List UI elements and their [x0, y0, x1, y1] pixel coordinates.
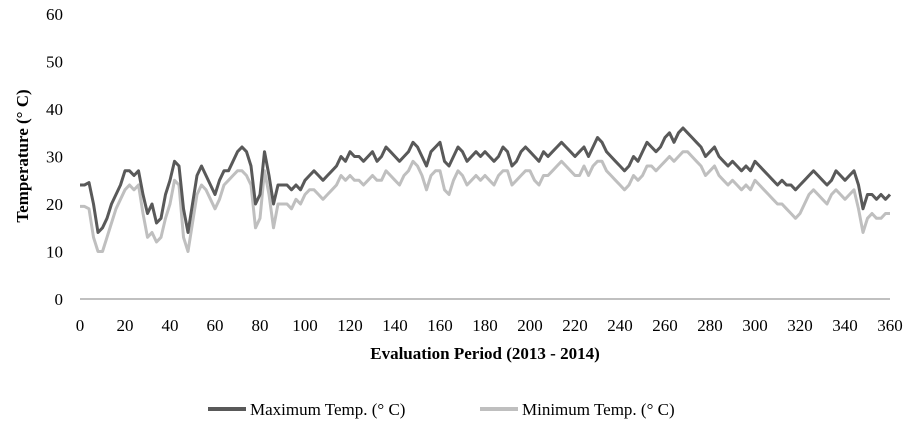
y-axis-title: Temperature (° C): [13, 89, 32, 222]
x-tick-label: 360: [877, 316, 903, 335]
y-tick-label: 30: [46, 148, 63, 167]
series-line-min-temp: [80, 150, 890, 253]
y-tick-label: 10: [46, 243, 63, 262]
x-tick-label: 280: [697, 316, 723, 335]
series-lines: [80, 126, 892, 253]
x-tick-label: 0: [76, 316, 85, 335]
x-tick-label: 100: [292, 316, 318, 335]
legend: Maximum Temp. (° C) Minimum Temp. (° C): [208, 400, 675, 419]
x-tick-label: 20: [117, 316, 134, 335]
x-tick-label: 80: [252, 316, 269, 335]
x-tick-label: 180: [472, 316, 498, 335]
legend-label-max-temp: Maximum Temp. (° C): [250, 400, 405, 419]
x-tick-label: 340: [832, 316, 858, 335]
x-tick-label: 200: [517, 316, 543, 335]
y-tick-label: 20: [46, 195, 63, 214]
x-axis-title: Evaluation Period (2013 - 2014): [370, 344, 600, 363]
x-axis-ticks: 0 20 40 60 80 100 120 140 160 180 200 220 240 260 280 3…: [76, 316, 903, 335]
x-tick-label: 240: [607, 316, 633, 335]
y-tick-label: 0: [55, 290, 64, 309]
series-line-max-temp: [80, 126, 892, 234]
y-tick-label: 40: [46, 100, 63, 119]
x-tick-label: 40: [162, 316, 179, 335]
y-axis-ticks: 0 10 20 30 40 50 60: [46, 5, 63, 309]
x-tick-label: 120: [337, 316, 363, 335]
legend-label-min-temp: Minimum Temp. (° C): [522, 400, 675, 419]
x-tick-label: 300: [742, 316, 768, 335]
y-tick-label: 60: [46, 5, 63, 24]
x-tick-label: 160: [427, 316, 453, 335]
x-tick-label: 260: [652, 316, 678, 335]
x-tick-label: 60: [207, 316, 224, 335]
x-tick-label: 220: [562, 316, 588, 335]
x-tick-label: 320: [787, 316, 813, 335]
y-tick-label: 50: [46, 53, 63, 72]
x-tick-label: 140: [382, 316, 408, 335]
